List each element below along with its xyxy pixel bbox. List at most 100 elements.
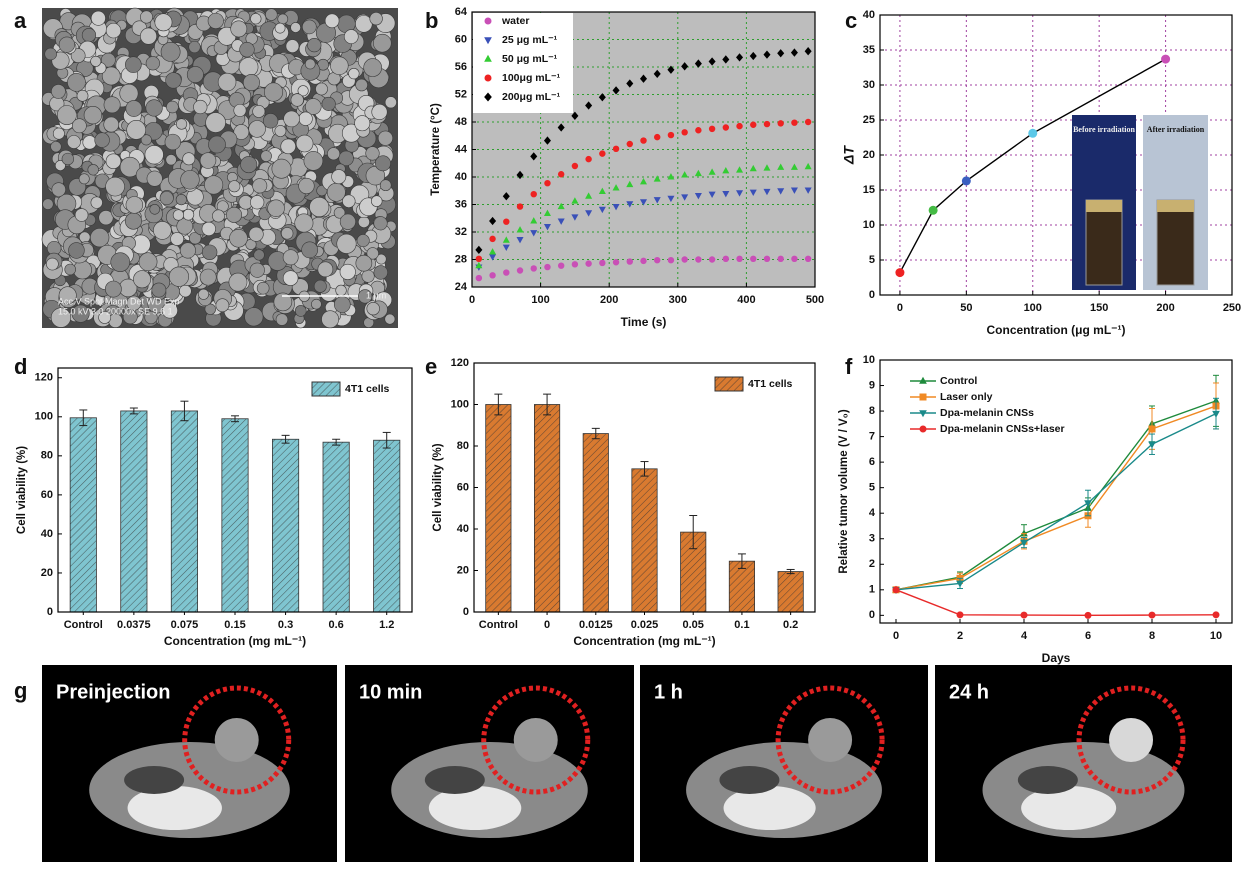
y-tick-label: 40 [41,528,53,540]
marker [681,171,689,178]
sem-info: 15.0 kV 3.0 20000x SE 9.6 1 [58,306,173,316]
series-line [895,400,1217,591]
legend-label: Dpa-melanin CNSs+laser [940,423,1065,435]
particle [336,233,357,254]
marker [1020,611,1028,619]
panel-label: c [845,8,857,33]
particle [189,231,202,245]
marker [956,580,964,588]
y-tick-label: 20 [41,567,53,579]
marker [612,86,620,95]
particle [280,138,296,155]
marker [736,190,744,197]
particle [333,296,351,313]
bar [272,438,300,613]
particle [250,195,265,210]
particle [201,244,218,260]
particle [311,298,322,310]
particle [302,19,317,35]
particle [298,177,315,195]
marker [571,261,579,268]
particle [110,252,131,272]
x-tick-label: 500 [806,294,824,306]
particle [369,11,383,26]
particle [180,170,200,190]
particle [275,313,289,326]
particle [90,55,102,67]
particle [119,83,139,103]
panel-label: d [14,354,27,379]
particle [273,292,293,312]
marker [681,129,688,136]
marker [654,256,661,264]
marker [763,50,771,59]
particle [295,134,314,153]
legend-swatch [311,381,341,397]
y-tick-label: 100 [35,411,53,423]
x-tick-label: 0 [893,630,899,642]
mri-dark [719,766,780,794]
particle [90,196,103,209]
particle [44,47,57,61]
x-axis-label: Concentration (μg mL⁻¹) [987,323,1126,337]
particle [70,48,86,64]
particle [317,261,334,278]
particle [373,33,392,53]
marker [708,57,716,66]
y-tick-label: 40 [455,171,467,183]
particle [294,213,314,233]
y-axis-label: Relative tumor volume (V / V₀) [838,409,850,573]
marker [777,188,785,195]
particle [301,241,319,259]
particle [64,263,76,276]
particle [324,13,340,29]
marker [502,236,510,243]
legend-label: 50 μg mL⁻¹ [502,53,558,65]
particle [207,12,224,29]
x-tick-label: 0 [469,294,475,306]
particle [172,209,185,221]
x-tick-label: 0.0125 [579,619,613,631]
mri-tumor [513,718,558,762]
particle [151,282,167,298]
y-tick-label: 5 [869,254,875,266]
marker [736,53,744,62]
y-tick-label: 20 [863,149,875,161]
particle [145,56,160,71]
x-tick-label: 1.2 [379,619,394,631]
marker [708,168,716,175]
plot-frame [471,11,816,288]
particle [321,310,340,329]
particle [356,234,370,248]
marker [1020,529,1028,537]
mri-label: 24 h [949,681,989,703]
marker [484,17,492,25]
particle [313,279,327,293]
x-tick-label: 0.075 [171,619,199,631]
particle [74,208,89,222]
particle [263,82,284,102]
marker [961,176,971,186]
marker [750,255,757,263]
marker [654,133,661,141]
marker [708,256,716,263]
x-tick-label: 300 [669,294,687,306]
particle [373,265,388,280]
particle [281,227,294,240]
marker [489,248,497,255]
particle [274,125,287,137]
y-tick-label: 7 [869,431,875,443]
marker [722,190,730,198]
particle [361,269,375,283]
y-tick-label: 80 [41,450,53,462]
marker [1084,500,1092,508]
marker [791,255,798,263]
particle [366,301,380,316]
particle [161,302,178,319]
marker [722,255,730,263]
vial-liquid-top [1157,200,1194,212]
particle [343,29,359,44]
particle [342,194,356,208]
particle [365,146,380,161]
